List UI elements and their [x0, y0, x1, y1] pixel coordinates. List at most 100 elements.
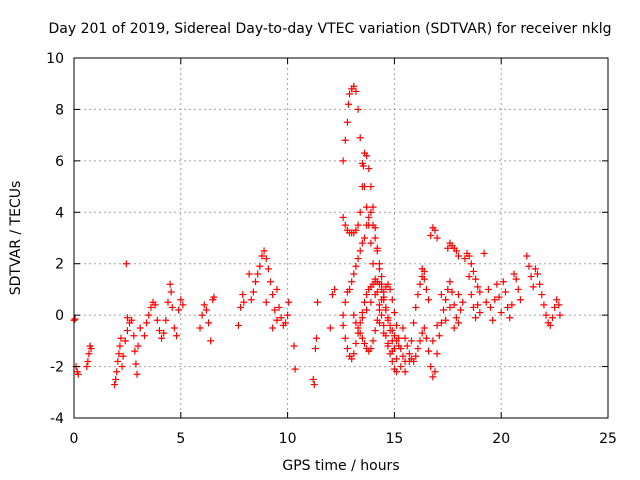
data-point: [162, 316, 170, 324]
data-point: [414, 291, 422, 299]
data-point: [311, 345, 319, 353]
data-point: [474, 301, 482, 309]
data-point: [501, 288, 509, 296]
data-point: [134, 342, 142, 350]
data-point: [147, 303, 155, 311]
data-point: [352, 87, 360, 95]
data-point: [339, 157, 347, 165]
data-point: [350, 350, 358, 358]
data-point: [373, 244, 381, 252]
data-point: [444, 244, 452, 252]
data-point: [113, 368, 121, 376]
data-point: [352, 226, 360, 234]
data-point: [365, 165, 373, 173]
x-tick-label: 10: [279, 431, 297, 447]
data-point: [367, 298, 375, 306]
data-point: [371, 291, 379, 299]
data-point: [177, 296, 185, 304]
data-point: [207, 337, 215, 345]
data-point: [200, 301, 208, 309]
data-point: [363, 152, 371, 160]
data-point: [116, 342, 124, 350]
data-point: [401, 334, 409, 342]
data-point: [514, 285, 522, 293]
data-point: [128, 316, 136, 324]
data-point: [237, 303, 245, 311]
data-point: [446, 303, 454, 311]
data-point: [309, 375, 317, 383]
axis-ticks: 0 5 10 15 20 25 -4 -2 0 2 4 6 8 10: [46, 51, 617, 447]
data-point: [393, 368, 401, 376]
data-point: [254, 270, 262, 278]
data-point: [382, 303, 390, 311]
data-point: [422, 334, 430, 342]
data-point: [437, 319, 445, 327]
x-tick-label: 5: [176, 431, 185, 447]
data-point: [151, 301, 159, 309]
data-point: [173, 332, 181, 340]
data-point: [343, 118, 351, 126]
data-point: [196, 324, 204, 332]
data-point: [84, 357, 92, 365]
data-point: [416, 337, 424, 345]
data-point: [83, 363, 91, 371]
data-point: [378, 311, 386, 319]
data-point: [384, 339, 392, 347]
data-point: [454, 252, 462, 260]
data-point: [166, 280, 174, 288]
x-tick-label: 0: [70, 431, 79, 447]
data-point: [442, 296, 450, 304]
data-point: [516, 296, 524, 304]
data-point: [476, 309, 484, 317]
data-point: [260, 247, 268, 255]
data-point: [422, 285, 430, 293]
data-point: [352, 262, 360, 270]
data-point: [367, 239, 375, 247]
data-point: [277, 314, 285, 322]
data-point: [375, 265, 383, 273]
data-point: [133, 370, 141, 378]
data-point: [472, 314, 480, 322]
data-point: [264, 265, 272, 273]
data-point: [348, 278, 356, 286]
data-point: [281, 319, 289, 327]
data-point: [512, 275, 520, 283]
data-point: [117, 334, 125, 342]
data-point: [363, 306, 371, 314]
data-point: [87, 345, 95, 353]
data-point: [375, 280, 383, 288]
data-point: [359, 162, 367, 170]
data-point: [354, 324, 362, 332]
data-point: [119, 352, 127, 360]
data-point: [371, 327, 379, 335]
data-point: [375, 306, 383, 314]
data-point: [350, 311, 358, 319]
data-point: [427, 363, 435, 371]
y-axis-label: SDTVAR / TECUs: [8, 181, 24, 296]
x-tick-label: 15: [385, 431, 403, 447]
data-point: [433, 350, 441, 358]
data-point: [365, 221, 373, 229]
data-point: [435, 332, 443, 340]
data-point: [273, 285, 281, 293]
data-point: [354, 255, 362, 263]
data-point: [145, 311, 153, 319]
data-point: [493, 280, 501, 288]
y-tick-label: 10: [46, 51, 64, 67]
data-point: [153, 316, 161, 324]
data-point: [393, 355, 401, 363]
data-point: [346, 90, 354, 98]
data-point: [459, 298, 467, 306]
data-point: [461, 255, 469, 263]
data-point: [358, 183, 366, 191]
data-point: [198, 311, 206, 319]
data-point: [540, 301, 548, 309]
data-point: [140, 332, 148, 340]
data-point: [352, 319, 360, 327]
data-point: [269, 324, 277, 332]
data-point: [484, 285, 492, 293]
data-point: [388, 327, 396, 335]
data-point: [499, 278, 507, 286]
data-point: [542, 311, 550, 319]
